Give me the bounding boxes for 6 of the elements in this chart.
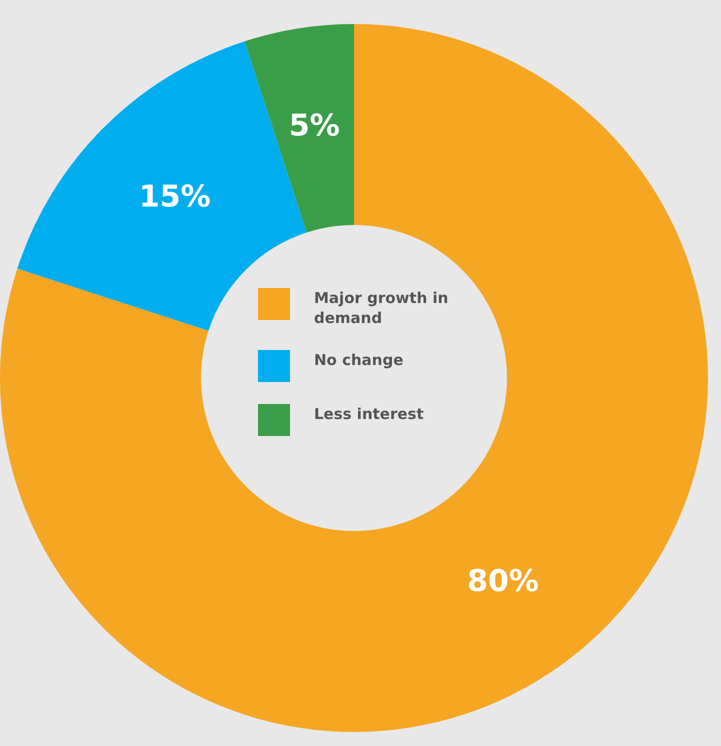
legend-label: Less interest <box>314 404 425 424</box>
data-label: 15% <box>138 180 211 215</box>
legend-label: No change <box>314 350 404 370</box>
data-label: 80% <box>467 564 539 599</box>
legend-label: Major growth in demand <box>314 288 450 328</box>
data-label: 5% <box>288 108 340 144</box>
